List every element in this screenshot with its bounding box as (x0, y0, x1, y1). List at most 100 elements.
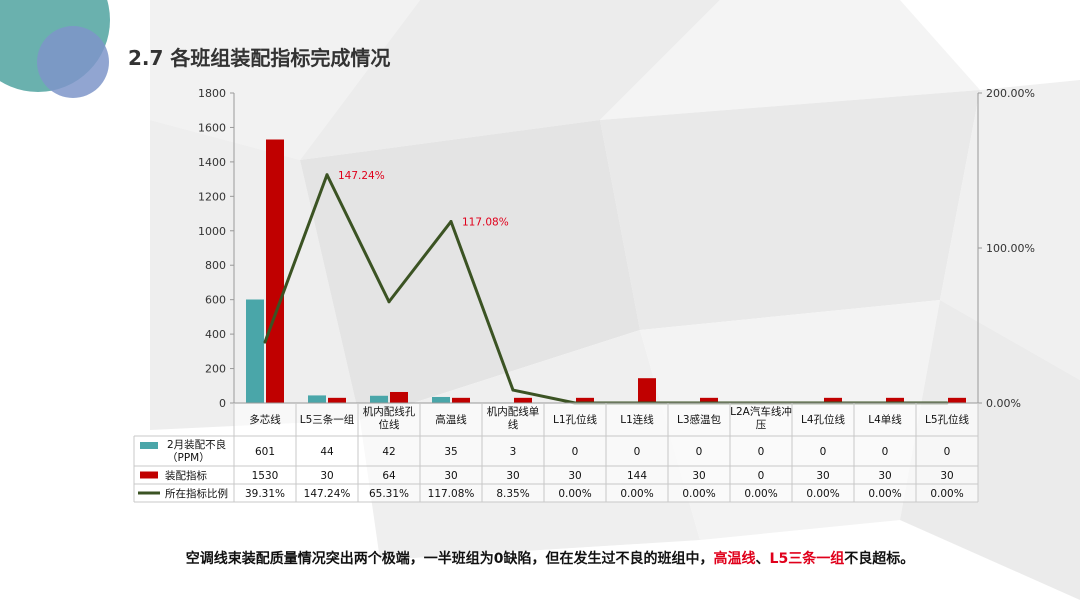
legend-label: 2月装配不良 (167, 438, 226, 451)
table-cell: 30 (816, 470, 829, 482)
y-tick-label: 600 (205, 294, 226, 307)
bar-target (266, 139, 284, 403)
bar-target (576, 397, 594, 403)
legend-label: 装配指标 (165, 469, 207, 482)
caption: 空调线束装配质量情况突出两个极端，一半班组为0缺陷，但在发生过不良的班组中，高温… (0, 548, 1080, 568)
y-tick-label: 1400 (198, 156, 226, 169)
table-cell: 30 (692, 470, 705, 482)
table-cell: 30 (878, 470, 891, 482)
category-label: 高温线 (435, 413, 467, 426)
bar-target (886, 397, 904, 403)
caption-highlight-2: L5三条一组 (769, 551, 845, 567)
bar-target (514, 397, 532, 403)
table-cell: 0.00% (620, 488, 653, 500)
chart-grid (230, 92, 982, 404)
table-cell: 0 (634, 446, 641, 458)
legend-swatch (140, 442, 158, 449)
y-tick-label: 1800 (198, 87, 226, 100)
table-cell: 0.00% (868, 488, 901, 500)
table-cell: 35 (444, 446, 457, 458)
table-cell: 42 (382, 446, 395, 458)
table-cell: 0.00% (806, 488, 839, 500)
table-cell: 0 (696, 446, 703, 458)
category-label: 机内配线孔 (363, 405, 416, 418)
bar-target (390, 391, 408, 403)
bar-defect (432, 396, 450, 403)
table-cell: 30 (940, 470, 953, 482)
table-cell: 64 (382, 470, 396, 482)
bar-defect (308, 395, 326, 403)
ratio-point (325, 173, 329, 177)
table-cell: 0.00% (930, 488, 963, 500)
table-cell: 30 (506, 470, 519, 482)
chart-axes: 0 200 400 600 800 1000 1200 1400 1600 1800 0.00% 10… (198, 87, 1035, 410)
ratio-point (449, 220, 453, 224)
bar-target (638, 378, 656, 403)
y2-tick-label: 100.00% (986, 242, 1035, 255)
category-label: 线 (508, 418, 519, 431)
bar-target (824, 397, 842, 403)
category-label: L4孔位线 (801, 413, 846, 426)
table-cell: 0.00% (558, 488, 591, 500)
bar-target (452, 397, 470, 403)
table-cell: 0 (572, 446, 579, 458)
y-tick-label: 1200 (198, 190, 226, 203)
ratio-point (263, 340, 267, 344)
table-cell: 30 (444, 470, 457, 482)
ratio-point (387, 300, 391, 304)
ratio-point (511, 388, 515, 392)
table-cell: 0.00% (682, 488, 715, 500)
caption-text: 空调线束装配质量情况突出两个极端，一半班组为0缺陷，但在发生过不良的班组中， (185, 551, 714, 567)
table-cell: 8.35% (496, 488, 529, 500)
bar-target (700, 397, 718, 403)
table-cell: 30 (568, 470, 581, 482)
table-cell: 147.24% (304, 488, 351, 500)
bar-target (948, 397, 966, 403)
category-label: L5孔位线 (925, 413, 970, 426)
category-label: L4单线 (868, 413, 902, 426)
caption-text-end: 不良超标。 (844, 551, 915, 567)
table-cell: 0 (758, 470, 765, 482)
ratio-line-layer: 147.24% 117.08% (263, 170, 949, 405)
table-cell: 144 (627, 470, 647, 482)
category-label: 位线 (379, 418, 400, 431)
ratio-data-label: 117.08% (462, 217, 509, 229)
category-label: L1连线 (620, 413, 654, 426)
table-cell: 0 (944, 446, 951, 458)
category-label: 压 (756, 419, 767, 431)
bar-target (328, 397, 346, 403)
category-label: L1孔位线 (553, 413, 598, 426)
caption-separator: 、 (755, 551, 770, 567)
y-tick-label: 800 (205, 259, 226, 272)
caption-highlight-1: 高温线 (713, 551, 756, 567)
category-label: 多芯线 (249, 413, 281, 426)
y-tick-label: 0 (219, 397, 226, 410)
ratio-data-label: 147.24% (338, 170, 385, 182)
table-cell: 44 (320, 446, 334, 458)
y-tick-label: 1000 (198, 225, 226, 238)
table-cell: 0 (820, 446, 827, 458)
table-cell: 39.31% (245, 488, 285, 500)
table-cell: 3 (510, 446, 517, 458)
page-title: 2.7 各班组装配指标完成情况 (128, 46, 391, 70)
category-label: 机内配线单 (487, 405, 540, 418)
legend-label: 所在指标比例 (165, 487, 228, 500)
category-label: L5三条一组 (300, 413, 355, 426)
table-body-bg (134, 436, 978, 502)
ratio-line (263, 173, 947, 405)
y-tick-label: 1600 (198, 121, 226, 134)
table-cell: 1530 (252, 470, 279, 482)
table-cell: 117.08% (428, 488, 475, 500)
table-cell: 30 (320, 470, 333, 482)
table-cell: 0 (882, 446, 889, 458)
table-cell: 0.00% (744, 488, 777, 500)
bar-defect (370, 395, 388, 403)
y2-tick-label: 0.00% (986, 397, 1021, 410)
y-tick-label: 200 (205, 363, 226, 376)
y-tick-label: 400 (205, 328, 226, 341)
blue-circle-decoration (37, 26, 109, 98)
table-cell: 601 (255, 446, 275, 458)
legend-label: （PPM） (167, 452, 210, 464)
